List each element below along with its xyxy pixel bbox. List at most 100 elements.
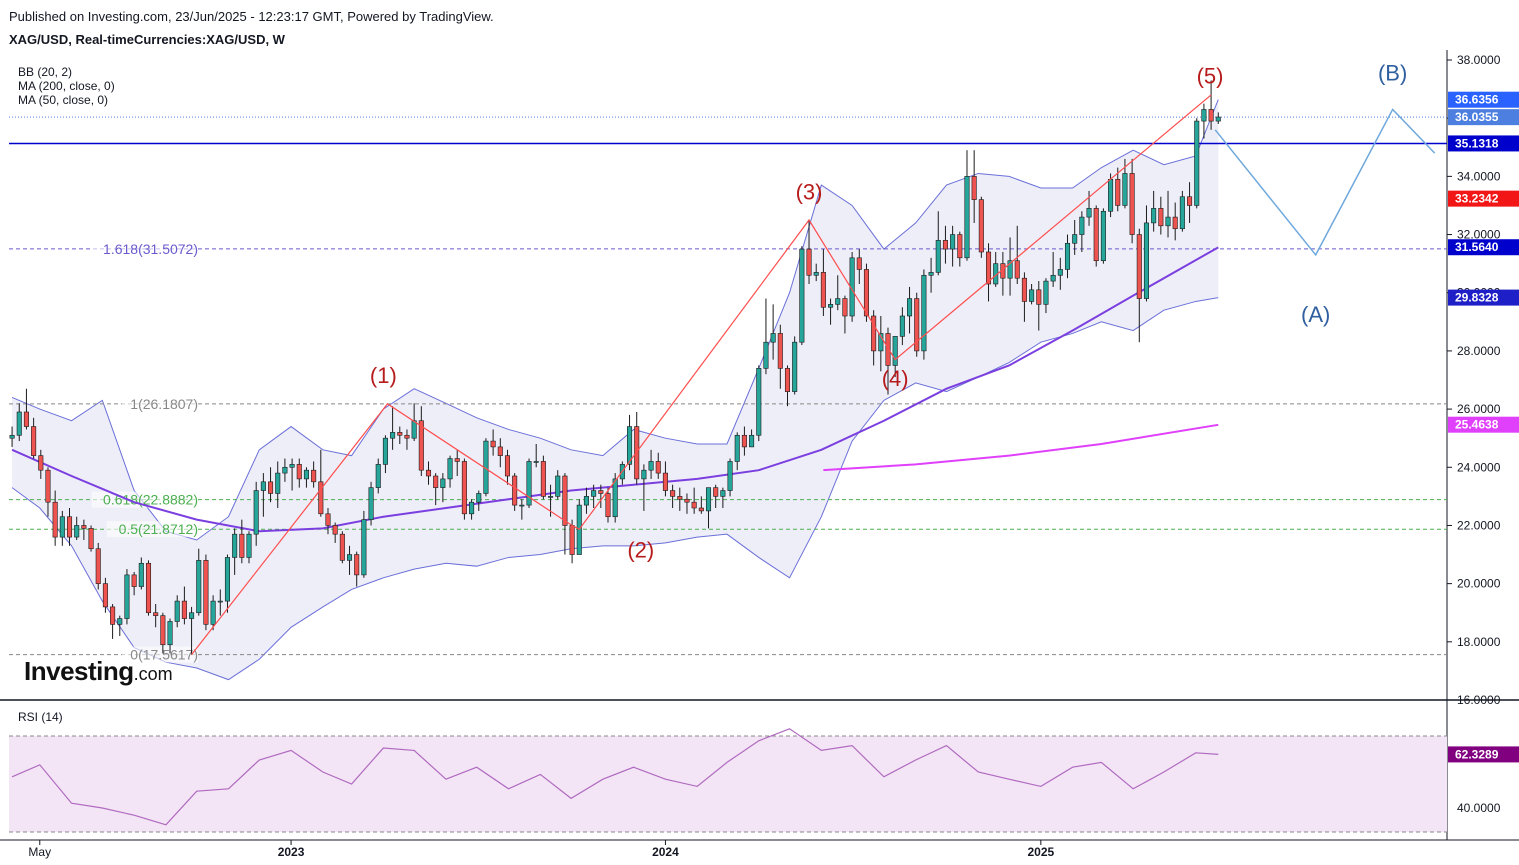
- candle[interactable]: [210, 595, 216, 631]
- candle[interactable]: [45, 467, 51, 517]
- candle[interactable]: [1064, 234, 1071, 279]
- candle[interactable]: [339, 531, 345, 564]
- candle[interactable]: [806, 220, 812, 284]
- candle[interactable]: [1007, 237, 1013, 296]
- candle[interactable]: [160, 612, 166, 654]
- candle[interactable]: [770, 304, 776, 360]
- candle[interactable]: [74, 516, 80, 540]
- candle[interactable]: [820, 249, 826, 316]
- candle[interactable]: [1158, 196, 1164, 235]
- candle[interactable]: [246, 531, 252, 564]
- candle[interactable]: [138, 557, 144, 590]
- candle[interactable]: [1165, 190, 1171, 238]
- candle[interactable]: [66, 508, 73, 546]
- candle[interactable]: [928, 257, 934, 293]
- candle[interactable]: [964, 150, 970, 261]
- candle[interactable]: [950, 225, 956, 267]
- candle[interactable]: [368, 481, 374, 526]
- candle[interactable]: [985, 243, 992, 302]
- candle[interactable]: [268, 467, 274, 503]
- candle[interactable]: [239, 519, 245, 564]
- candle[interactable]: [792, 336, 798, 395]
- candle[interactable]: [605, 487, 611, 523]
- candle[interactable]: [892, 336, 898, 378]
- candle[interactable]: [253, 481, 259, 546]
- candle[interactable]: [519, 499, 525, 520]
- candle[interactable]: [828, 298, 834, 325]
- candle[interactable]: [454, 449, 460, 476]
- candle[interactable]: [174, 595, 180, 628]
- candle[interactable]: [232, 528, 238, 575]
- candle[interactable]: [124, 569, 130, 625]
- candle[interactable]: [260, 473, 266, 517]
- candle[interactable]: [110, 604, 116, 639]
- indicator-bb-label[interactable]: BB (20, 2): [18, 65, 73, 79]
- candle[interactable]: [382, 435, 388, 474]
- candle[interactable]: [145, 560, 152, 616]
- candle[interactable]: [311, 461, 317, 488]
- candle[interactable]: [167, 618, 173, 654]
- candle[interactable]: [1187, 182, 1193, 223]
- candle[interactable]: [31, 417, 37, 459]
- candle[interactable]: [921, 269, 927, 360]
- candle[interactable]: [684, 493, 690, 514]
- candle[interactable]: [907, 286, 913, 334]
- candle[interactable]: [1036, 281, 1042, 331]
- candle[interactable]: [332, 522, 338, 543]
- candle[interactable]: [469, 499, 475, 520]
- candle[interactable]: [1136, 228, 1142, 343]
- candle[interactable]: [1014, 225, 1020, 284]
- candle[interactable]: [842, 295, 848, 334]
- candle[interactable]: [375, 458, 381, 494]
- candle[interactable]: [741, 426, 747, 456]
- candle[interactable]: [497, 438, 503, 468]
- candle[interactable]: [1100, 208, 1106, 264]
- candle[interactable]: [504, 449, 511, 485]
- candle[interactable]: [691, 487, 697, 514]
- candle[interactable]: [1151, 190, 1157, 232]
- candle[interactable]: [38, 449, 44, 479]
- candle[interactable]: [512, 473, 518, 511]
- candle[interactable]: [196, 548, 202, 616]
- candle[interactable]: [1072, 220, 1078, 255]
- candle[interactable]: [203, 554, 209, 631]
- candle[interactable]: [727, 458, 733, 497]
- candle[interactable]: [670, 484, 676, 508]
- candle[interactable]: [1215, 112, 1221, 124]
- candle[interactable]: [749, 429, 755, 448]
- candle[interactable]: [662, 461, 668, 497]
- candle[interactable]: [1129, 158, 1135, 244]
- candle[interactable]: [1115, 167, 1121, 212]
- candle[interactable]: [303, 467, 309, 488]
- candle[interactable]: [1179, 190, 1185, 232]
- candle[interactable]: [957, 231, 963, 267]
- candle[interactable]: [397, 426, 403, 444]
- candle[interactable]: [354, 551, 360, 587]
- candle[interactable]: [540, 455, 546, 500]
- candle[interactable]: [942, 225, 948, 264]
- candle[interactable]: [655, 452, 661, 479]
- candle[interactable]: [899, 307, 905, 346]
- candle[interactable]: [648, 449, 654, 479]
- candle[interactable]: [59, 510, 65, 546]
- candle[interactable]: [1057, 257, 1063, 290]
- candle[interactable]: [117, 615, 123, 636]
- candle[interactable]: [275, 461, 281, 508]
- candle[interactable]: [677, 487, 683, 511]
- candle[interactable]: [440, 473, 446, 503]
- candle[interactable]: [282, 458, 288, 482]
- candle[interactable]: [713, 484, 719, 508]
- candle[interactable]: [181, 586, 187, 625]
- candle[interactable]: [23, 388, 29, 430]
- indicator-ma200-label[interactable]: MA (200, close, 0): [18, 79, 115, 93]
- candle[interactable]: [461, 458, 467, 520]
- candle[interactable]: [1050, 252, 1056, 287]
- candle[interactable]: [935, 211, 941, 276]
- candle[interactable]: [763, 298, 769, 375]
- candle[interactable]: [634, 412, 640, 485]
- candle[interactable]: [756, 365, 762, 442]
- candle[interactable]: [1093, 205, 1099, 267]
- candle[interactable]: [404, 429, 410, 450]
- candle[interactable]: [16, 403, 22, 442]
